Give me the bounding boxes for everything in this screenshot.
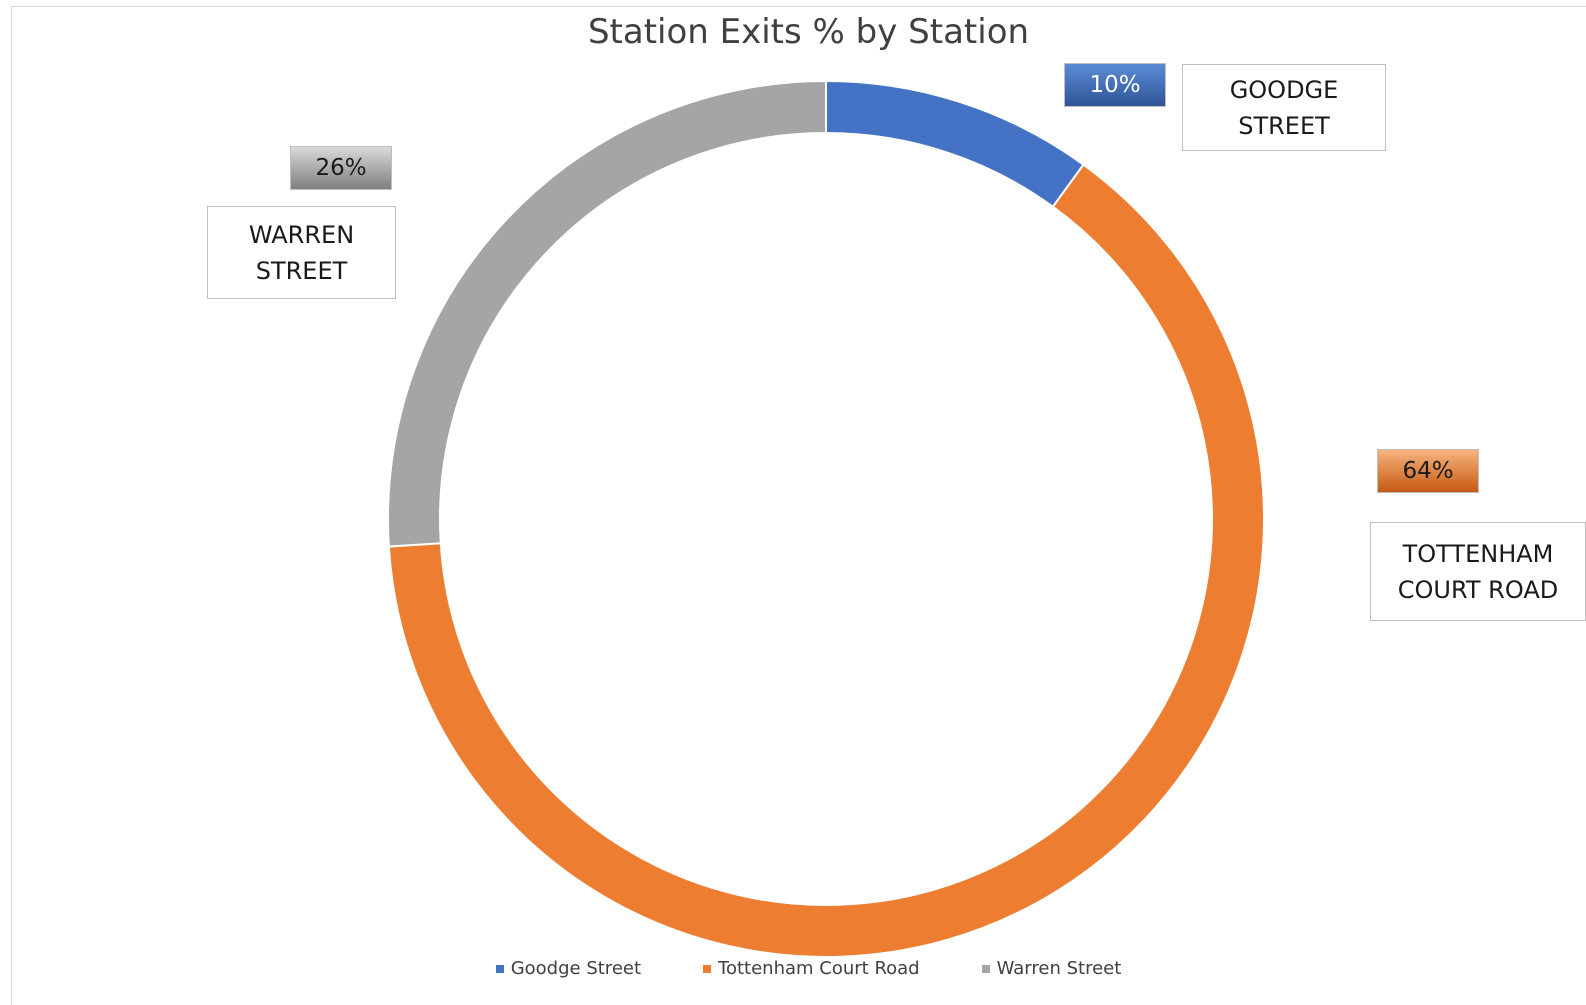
chart-title: Station Exits % by Station xyxy=(587,12,1030,52)
donut-segment-warren-street xyxy=(387,79,827,548)
chart-area xyxy=(11,6,1586,1005)
legend-label: Goodge Street xyxy=(510,958,642,979)
legend-swatch-blue xyxy=(495,964,504,973)
legend-item-warren-street: Warren Street xyxy=(981,958,1122,979)
donut-segment-goodge-street xyxy=(825,79,1085,209)
data-label-warren-street: 26% xyxy=(290,146,392,190)
data-label-goodge-street: 10% xyxy=(1064,63,1166,107)
category-label-warren-street: WARREN STREET xyxy=(207,206,396,299)
legend-swatch-gray xyxy=(981,964,990,973)
legend-swatch-orange xyxy=(703,964,712,973)
legend-item-goodge-street: Goodge Street xyxy=(495,958,642,979)
donut-segment-tottenham-court-road xyxy=(387,163,1265,958)
legend-item-tottenham-court-road: Tottenham Court Road xyxy=(703,958,920,979)
category-label-goodge-street: GOODGE STREET xyxy=(1182,64,1386,151)
data-label-tottenham-court-road: 64% xyxy=(1377,449,1479,493)
legend-label: Tottenham Court Road xyxy=(718,958,920,979)
category-label-tottenham-court-road: TOTTENHAM COURT ROAD xyxy=(1370,522,1586,621)
legend-label: Warren Street xyxy=(996,958,1122,979)
chart-legend: Goodge Street Tottenham Court Road Warre… xyxy=(0,958,1586,979)
